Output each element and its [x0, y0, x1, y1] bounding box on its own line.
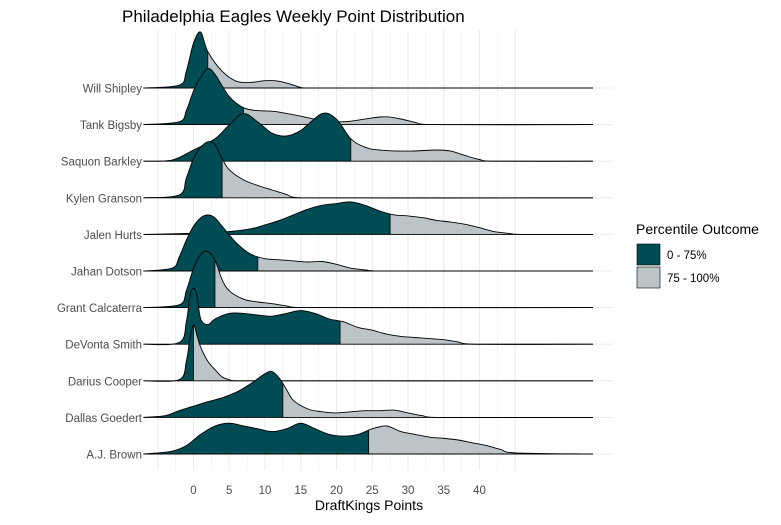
- ridge-outline: [143, 287, 594, 346]
- y-axis-labels: Will Shipley Tank Bigsby Saquon Barkley Kyl…: [57, 84, 143, 462]
- chart-title: Philadelphia Eagles Weekly Point Distrib…: [122, 7, 465, 26]
- ridge-fill-high: [368, 423, 593, 454]
- y-tick-label: Will Shipley: [83, 84, 143, 96]
- ridge-fill-low: [143, 201, 391, 235]
- x-tick-label: 10: [259, 485, 272, 497]
- y-tick-label: Darius Cooper: [68, 376, 142, 388]
- ridge-fill-low: [143, 251, 215, 308]
- ridge-fill-high: [243, 68, 593, 125]
- ridge-outline: [143, 141, 594, 199]
- y-tick-label: Tank Bigsby: [80, 120, 142, 132]
- x-tick-label: 25: [366, 485, 379, 497]
- x-tick-label: 40: [473, 485, 486, 497]
- y-tick-label: Dallas Goedert: [65, 413, 143, 425]
- ridge-outline: [143, 68, 594, 126]
- ridge-fill-low: [143, 288, 341, 345]
- x-tick-label: 30: [402, 485, 415, 497]
- ridge-outline: [143, 214, 594, 272]
- legend-swatch-high: [636, 266, 661, 289]
- legend: Percentile Outcome 0 - 75% 75 - 100%: [636, 221, 759, 289]
- ridge-outline: [143, 112, 594, 162]
- ridge-fill-high: [207, 31, 593, 89]
- x-tick-label: 15: [294, 485, 307, 497]
- y-tick-label: Saquon Barkley: [61, 157, 142, 169]
- legend-label-high: 75 - 100%: [667, 273, 719, 285]
- x-axis-title: DraftKings Points: [315, 497, 423, 513]
- ridge-fill-high: [340, 288, 593, 345]
- y-tick-label: Kylen Granson: [66, 193, 142, 205]
- y-tick-label: Jalen Hurts: [84, 230, 142, 242]
- ridge-tank-bigsby: [143, 68, 594, 126]
- y-tick-label: A.J. Brown: [86, 450, 142, 462]
- ridge-fill-high: [350, 113, 593, 162]
- x-tick-label: 35: [437, 485, 450, 497]
- x-tick-label: 20: [330, 485, 343, 497]
- ridge-outline: [143, 201, 594, 235]
- x-axis-ticks: 0 5 10 15 20 25 30 35 40: [190, 485, 486, 497]
- ridge-kylen-granson: [143, 141, 594, 199]
- ridge-fill-high: [214, 251, 593, 308]
- ridge-fill-high: [282, 371, 593, 418]
- ridge-fill-high: [390, 201, 593, 235]
- ridge-fill-low: [143, 141, 223, 199]
- legend-label-low: 0 - 75%: [667, 250, 707, 262]
- x-tick-label: 0: [190, 485, 196, 497]
- x-tick-label: 5: [226, 485, 232, 497]
- legend-swatch-low: [636, 243, 661, 266]
- ridge-outline: [143, 422, 594, 455]
- ridge-outline: [143, 370, 594, 418]
- y-tick-label: Jahan Dotson: [71, 267, 142, 279]
- ridge-layer: [143, 31, 594, 455]
- y-tick-label: DeVonta Smith: [65, 340, 142, 352]
- ridge-fill-low: [143, 371, 283, 418]
- ridge-grant-calcaterra: [143, 250, 594, 309]
- y-tick-label: Grant Calcaterra: [57, 303, 143, 315]
- legend-title: Percentile Outcome: [636, 221, 759, 237]
- ridge-outline: [143, 250, 594, 309]
